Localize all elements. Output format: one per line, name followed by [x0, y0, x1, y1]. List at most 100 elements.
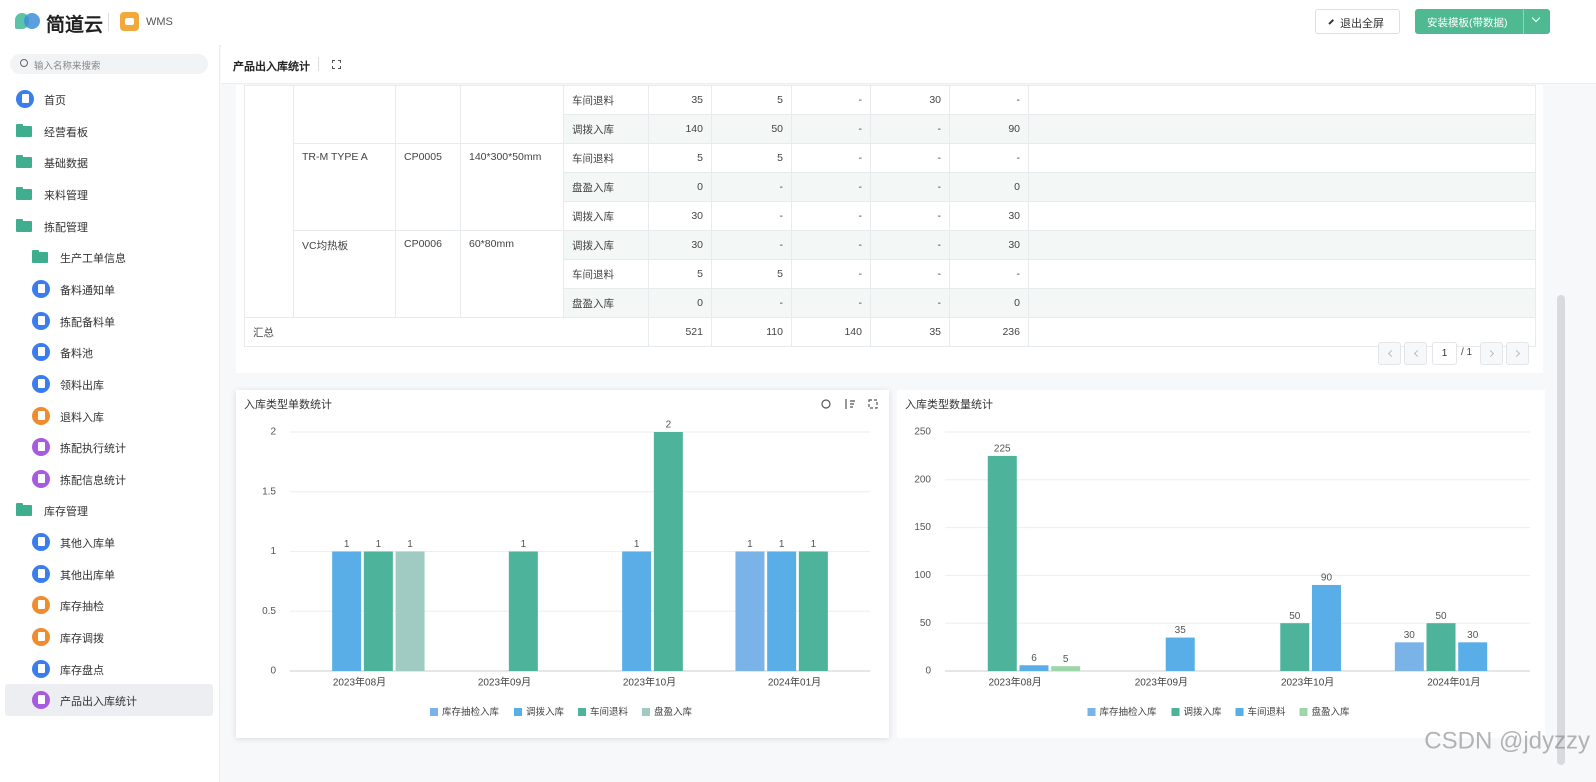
number-cell: -	[791, 143, 871, 173]
nav-item[interactable]: 拣配管理	[44, 221, 88, 234]
refresh-icon[interactable]	[821, 399, 831, 409]
data-label: 30	[1467, 630, 1479, 641]
legend-label[interactable]: 库存抽检入库	[442, 706, 500, 718]
nav-item[interactable]: 首页	[44, 95, 66, 107]
nav-item[interactable]: 其他入库单	[60, 538, 115, 551]
bar	[1394, 642, 1424, 671]
nav-item[interactable]: 拣配备料单	[60, 316, 115, 329]
x-tick-label: 2023年10月	[1281, 676, 1334, 689]
folder-icon	[16, 125, 32, 137]
nav-item[interactable]: 经营看板	[44, 126, 88, 139]
item-icon-inner	[37, 537, 45, 547]
table-row: 调拨入库 30- - -30	[245, 201, 1536, 231]
nav-item[interactable]: 领料出库	[60, 379, 104, 392]
nav-item[interactable]: 备料池	[60, 348, 93, 361]
legend-swatch[interactable]	[578, 708, 586, 716]
legend-swatch[interactable]	[1171, 708, 1180, 716]
exit-button[interactable]: 退出全屏	[1315, 9, 1400, 34]
nav-item[interactable]: 其他出库单	[60, 569, 115, 582]
legend-swatch[interactable]	[514, 708, 522, 716]
y-tick-label: 50	[920, 618, 932, 629]
page-button[interactable]	[1378, 342, 1401, 365]
data-label: 2	[666, 420, 672, 431]
item-icon-inner	[37, 347, 45, 357]
exit-label: 退出全屏	[1340, 18, 1384, 30]
nav-item[interactable]: 生产工单信息	[60, 253, 126, 266]
bar	[508, 551, 538, 671]
legend-label[interactable]: 调拨入库	[1184, 706, 1223, 718]
chart-title: 入库类型单数统计	[244, 397, 332, 411]
legend-swatch[interactable]	[1087, 708, 1096, 716]
folder-tab	[16, 155, 23, 159]
nav-item[interactable]: 拣配信息统计	[60, 474, 126, 487]
nav-item[interactable]: 产品出入库统计	[60, 696, 137, 709]
page-button[interactable]	[1404, 342, 1427, 365]
search-icon	[20, 59, 28, 67]
nav-item[interactable]: 来料管理	[44, 189, 88, 202]
legend-swatch[interactable]	[1235, 708, 1244, 716]
nav-item[interactable]: 基础数据	[44, 158, 88, 171]
number-cell: -	[949, 259, 1029, 289]
number-cell: -	[711, 288, 792, 318]
number-cell: -	[791, 172, 871, 202]
data-label: 1	[344, 539, 350, 550]
table-cell	[1028, 288, 1536, 318]
install-split	[1523, 9, 1524, 34]
folder-icon	[16, 220, 32, 232]
number-cell: -	[791, 114, 871, 144]
bar	[1280, 623, 1310, 671]
page-input[interactable]: 1	[1432, 342, 1457, 365]
expand-icon[interactable]	[868, 399, 878, 409]
page-button[interactable]	[1506, 342, 1529, 365]
folder-tab	[32, 250, 39, 254]
legend-label[interactable]: 调拨入库	[526, 706, 565, 718]
table-cell	[1028, 143, 1536, 173]
scrollbar	[1557, 295, 1565, 765]
group-code: CP0005	[395, 143, 461, 231]
legend-label[interactable]: 盘盈入库	[654, 706, 693, 718]
bar	[653, 432, 683, 671]
watermark: CSDN @jdyzzy	[1424, 727, 1590, 754]
fullscreen-icon[interactable]	[332, 60, 341, 69]
number-cell: -	[791, 201, 871, 231]
legend-label[interactable]: 车间退料	[590, 706, 629, 718]
data-label: 1	[376, 539, 382, 550]
legend-label[interactable]: 库存抽检入库	[1100, 706, 1158, 718]
bar	[1019, 665, 1049, 671]
chart-title: 入库类型数量统计	[905, 397, 993, 411]
number-cell: -	[870, 114, 950, 144]
sort-icon[interactable]	[845, 399, 855, 409]
number-cell: 90	[949, 114, 1029, 144]
nav-item[interactable]: 备料通知单	[60, 284, 115, 297]
legend-label[interactable]: 盘盈入库	[1312, 706, 1351, 718]
nav-item[interactable]: 拣配执行统计	[60, 443, 126, 456]
bar	[622, 551, 652, 671]
nav-item[interactable]: 退料入库	[60, 411, 104, 424]
y-tick-label: 0	[270, 666, 276, 677]
nav-item[interactable]: 库存抽检	[60, 601, 104, 614]
page-total: / 1	[1461, 347, 1473, 358]
bar	[395, 551, 425, 671]
table-cell	[1028, 172, 1536, 202]
data-label: 35	[1175, 625, 1187, 636]
number-cell: -	[870, 143, 950, 173]
data-label: 50	[1435, 611, 1447, 622]
data-label: 90	[1321, 573, 1333, 584]
page-button[interactable]	[1480, 342, 1503, 365]
legend-label[interactable]: 车间退料	[1248, 706, 1287, 718]
folder-tab	[16, 186, 23, 190]
legend-swatch[interactable]	[642, 708, 650, 716]
nav-item[interactable]: 库存管理	[44, 506, 88, 519]
data-label: 1	[407, 539, 413, 550]
group-name: VC均热板	[293, 230, 396, 318]
number-cell: -	[870, 288, 950, 318]
legend-swatch[interactable]	[1299, 708, 1308, 716]
nav-item[interactable]: 库存盘点	[60, 664, 104, 677]
nav-item[interactable]: 库存调拨	[60, 633, 104, 646]
search-box[interactable]: 输入名称来搜索	[10, 54, 208, 74]
legend-swatch[interactable]	[430, 708, 438, 716]
table-row: VC均热板 CP0006 60*80mm 调拨入库 30- - -30	[245, 230, 1536, 318]
install-button[interactable]: 安装模板(带数据)	[1415, 9, 1550, 34]
bar	[1311, 584, 1341, 671]
